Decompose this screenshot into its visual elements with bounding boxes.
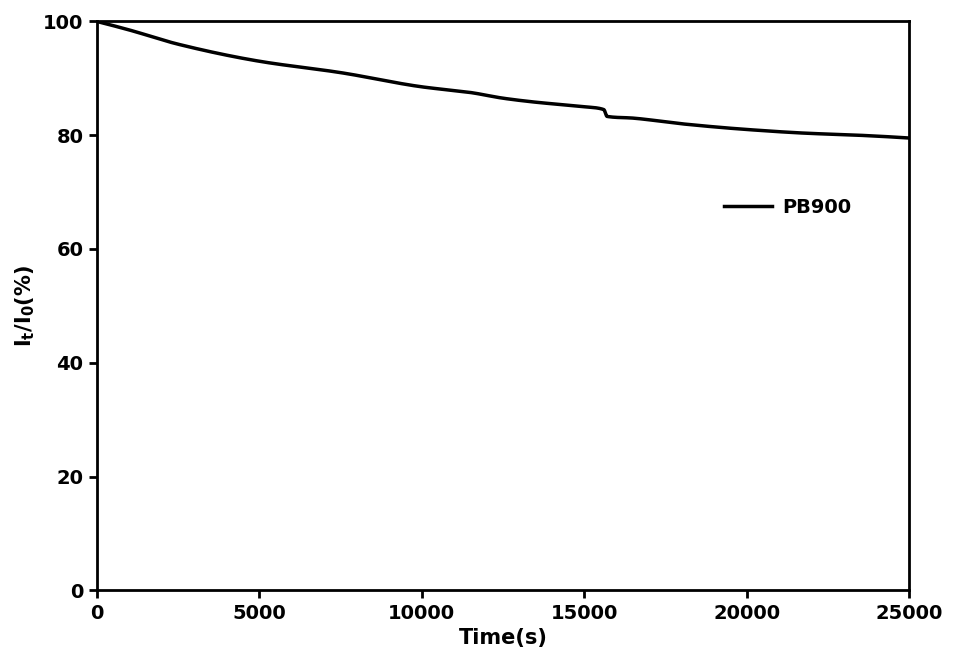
- PB900: [403, 81, 414, 89]
- PB900: [91, 17, 102, 25]
- PB900: [888, 133, 900, 141]
- PB900: [800, 129, 812, 137]
- Y-axis label: $\mathbf{I_t/I_0}$(%): $\mathbf{I_t/I_0}$(%): [14, 265, 37, 347]
- PB900: [903, 134, 915, 142]
- PB900: [232, 54, 243, 62]
- Legend: PB900: PB900: [716, 191, 859, 225]
- X-axis label: Time(s): Time(s): [458, 628, 547, 648]
- Line: PB900: PB900: [97, 21, 909, 138]
- PB900: [184, 43, 195, 51]
- PB900: [437, 85, 449, 93]
